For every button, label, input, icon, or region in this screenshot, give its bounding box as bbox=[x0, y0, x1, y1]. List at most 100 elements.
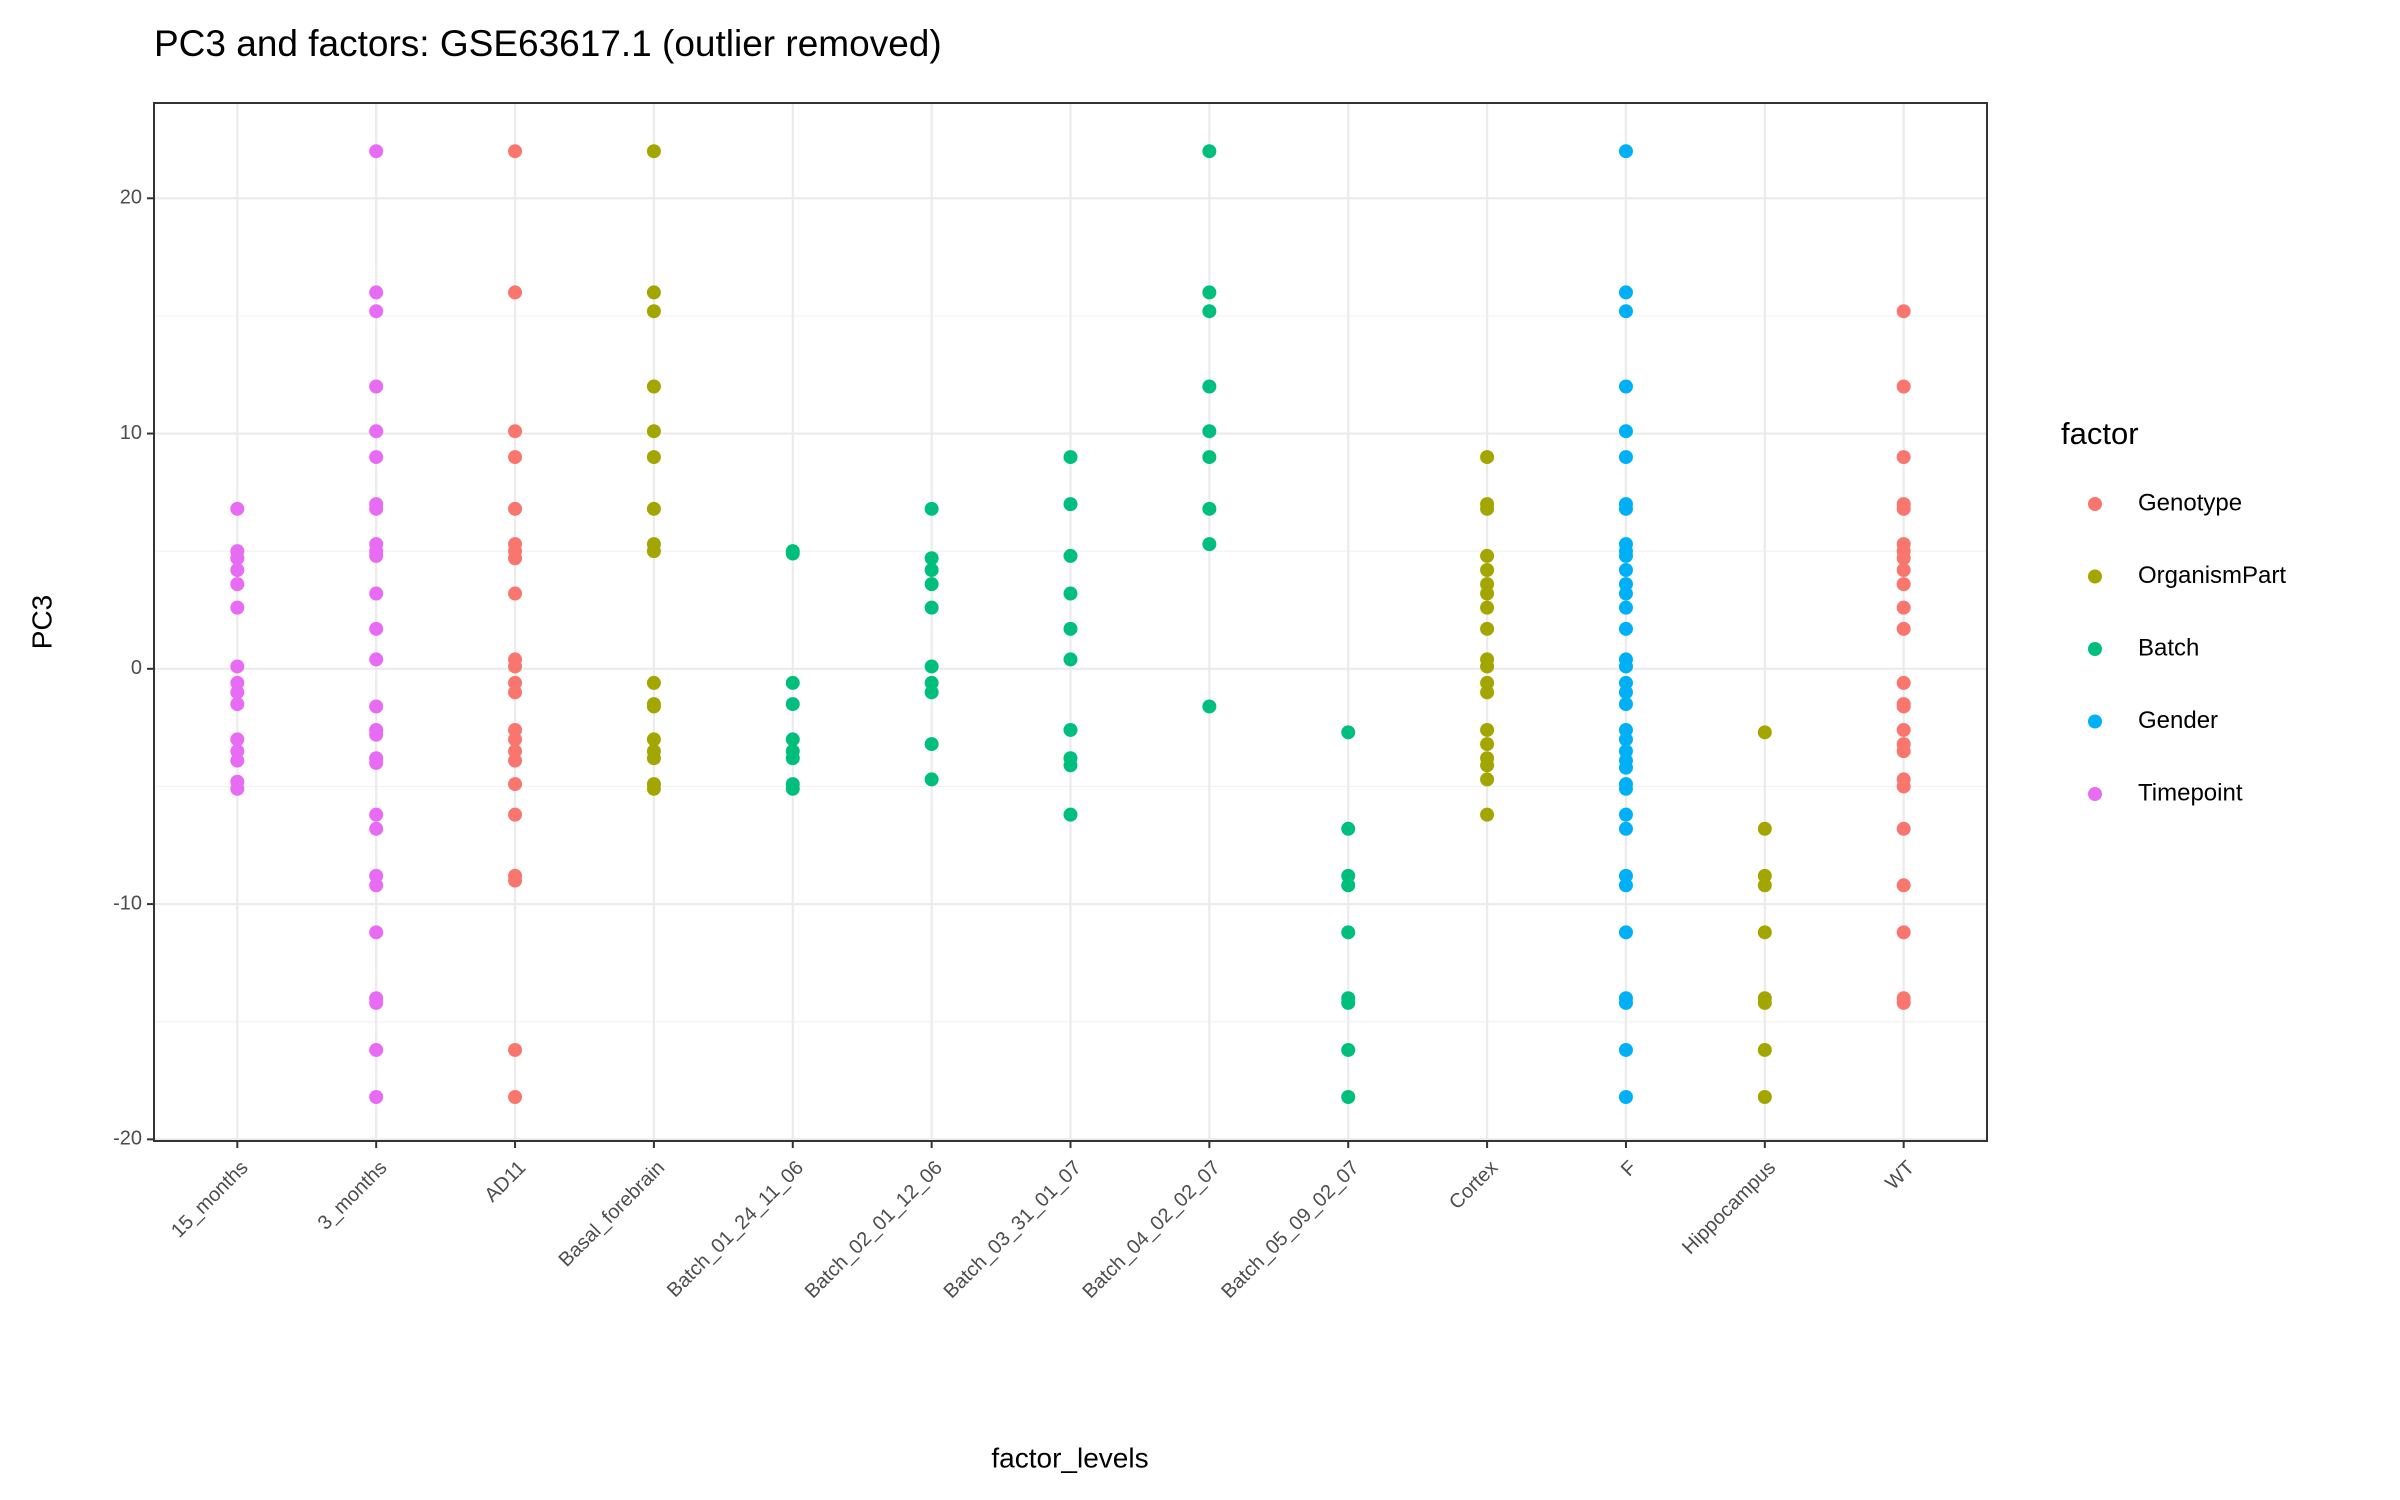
point bbox=[508, 807, 523, 822]
point bbox=[1480, 450, 1495, 465]
point bbox=[646, 781, 661, 796]
point bbox=[924, 659, 939, 674]
point bbox=[369, 727, 384, 742]
point bbox=[924, 577, 939, 592]
point bbox=[1063, 758, 1078, 773]
point bbox=[1618, 600, 1633, 615]
point bbox=[369, 807, 384, 822]
point bbox=[369, 1042, 384, 1057]
point bbox=[508, 753, 523, 768]
point bbox=[508, 777, 523, 792]
point bbox=[1618, 760, 1633, 775]
point bbox=[1618, 1042, 1633, 1057]
point bbox=[508, 551, 523, 566]
point bbox=[1896, 699, 1911, 714]
point bbox=[369, 995, 384, 1010]
point bbox=[369, 379, 384, 394]
point bbox=[1896, 304, 1911, 319]
point bbox=[1896, 744, 1911, 759]
point bbox=[646, 285, 661, 300]
x-tick-label: Hippocampus bbox=[1678, 1157, 1780, 1259]
point bbox=[1896, 779, 1911, 794]
point bbox=[924, 600, 939, 615]
point bbox=[1480, 548, 1495, 563]
point bbox=[369, 755, 384, 770]
legend-label: Timepoint bbox=[2138, 779, 2243, 806]
point bbox=[1480, 621, 1495, 636]
point bbox=[369, 621, 384, 636]
point bbox=[369, 548, 384, 563]
x-tick-label: Batch_01_24_11_06 bbox=[663, 1157, 808, 1302]
point bbox=[230, 501, 245, 516]
point bbox=[1618, 144, 1633, 159]
y-tick-label: 20 bbox=[120, 187, 142, 209]
point bbox=[230, 753, 245, 768]
point bbox=[1480, 737, 1495, 752]
point bbox=[508, 1090, 523, 1105]
point bbox=[1618, 659, 1633, 674]
point bbox=[1618, 878, 1633, 893]
point bbox=[1480, 685, 1495, 700]
point bbox=[1202, 144, 1217, 159]
point bbox=[646, 732, 661, 747]
point bbox=[1896, 675, 1911, 690]
point bbox=[1618, 685, 1633, 700]
point bbox=[369, 501, 384, 516]
x-tick-label: Basal_forebrain bbox=[555, 1157, 670, 1272]
point bbox=[1896, 722, 1911, 737]
point bbox=[369, 304, 384, 319]
y-tick-label: 10 bbox=[120, 422, 142, 444]
point bbox=[508, 873, 523, 888]
point bbox=[1480, 586, 1495, 601]
point bbox=[1618, 995, 1633, 1010]
point bbox=[1757, 1042, 1772, 1057]
point bbox=[646, 544, 661, 559]
point bbox=[1618, 781, 1633, 796]
point bbox=[1757, 725, 1772, 740]
point bbox=[1341, 1042, 1356, 1057]
x-tick-label: Batch_05_09_02_07 bbox=[1217, 1157, 1363, 1303]
point bbox=[369, 586, 384, 601]
point bbox=[1202, 304, 1217, 319]
point bbox=[1896, 600, 1911, 615]
point bbox=[369, 878, 384, 893]
point bbox=[1757, 821, 1772, 836]
point bbox=[1618, 424, 1633, 439]
point bbox=[1480, 563, 1495, 578]
point bbox=[646, 751, 661, 766]
point bbox=[646, 699, 661, 714]
point bbox=[369, 450, 384, 465]
point bbox=[1202, 379, 1217, 394]
point bbox=[1896, 878, 1911, 893]
point bbox=[508, 732, 523, 747]
point bbox=[1480, 758, 1495, 773]
point bbox=[924, 501, 939, 516]
point bbox=[230, 697, 245, 712]
point bbox=[785, 751, 800, 766]
point bbox=[1202, 699, 1217, 714]
point bbox=[230, 600, 245, 615]
point bbox=[369, 925, 384, 940]
x-tick-label: Batch_02_01_12_06 bbox=[801, 1157, 947, 1303]
point bbox=[1063, 586, 1078, 601]
point bbox=[1618, 697, 1633, 712]
point bbox=[1618, 501, 1633, 516]
point bbox=[1202, 285, 1217, 300]
point bbox=[1618, 807, 1633, 822]
point bbox=[1063, 450, 1078, 465]
point bbox=[646, 304, 661, 319]
point bbox=[785, 732, 800, 747]
point bbox=[1341, 1090, 1356, 1105]
point bbox=[508, 450, 523, 465]
x-tick-label: Batch_03_31_01_07 bbox=[940, 1157, 1086, 1303]
legend-label: Genotype bbox=[2138, 489, 2242, 516]
point bbox=[1896, 577, 1911, 592]
point bbox=[1618, 563, 1633, 578]
point bbox=[785, 697, 800, 712]
point bbox=[924, 685, 939, 700]
point bbox=[1896, 501, 1911, 516]
point bbox=[785, 546, 800, 561]
point bbox=[924, 551, 939, 566]
point bbox=[508, 659, 523, 674]
point bbox=[1341, 725, 1356, 740]
